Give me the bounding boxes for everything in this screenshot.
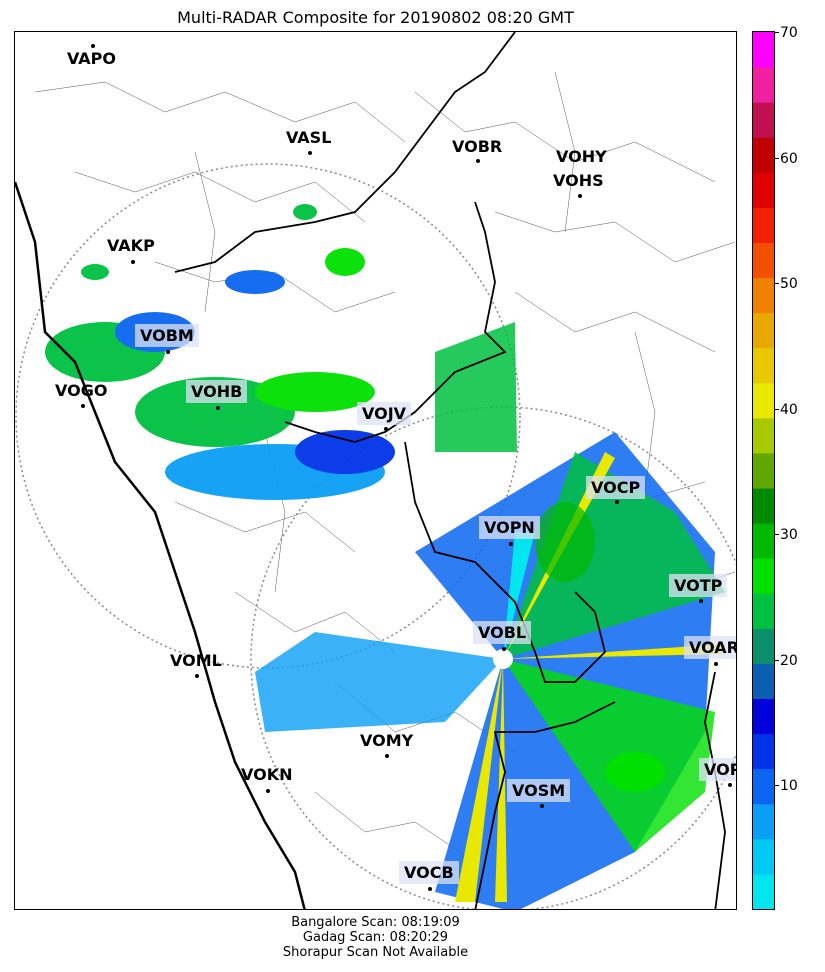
colorbar-segment [753,207,774,243]
station-label-vogo: VOGO [55,381,108,400]
station-dot-vocp [615,500,619,504]
station-dot-vasl [308,151,312,155]
station-dot-vakp [131,260,135,264]
station-label-vomy: VOMY [360,731,414,750]
colorbar-segment [753,172,774,208]
station-label-vocp: VOCP [586,476,646,499]
station-label-vopn: VOPN [479,516,540,539]
station-label-vobl: VOBL [473,621,532,644]
station-label-vohy: VOHY [556,147,607,166]
colorbar-segment [753,628,774,664]
station-label-vasl: VASL [286,128,332,147]
station-label-vobr: VOBR [452,137,503,156]
station-dot-vopc [728,783,732,787]
colorbar-segment [753,417,774,454]
station-dot-vomy [385,754,389,758]
colorbar-tick-60: 60 [780,151,798,167]
station-dot-vokn [266,789,270,793]
colorbar-segment [753,102,774,138]
station-dot-vohb [216,406,220,410]
colorbar-segment [753,488,774,524]
scan-info-shorapur: Shorapur Scan Not Available [282,945,469,960]
gadag-sector-echo [435,322,517,452]
scan-info-bangalore: Bangalore Scan: 08:19:09 [291,915,460,930]
colorbar-segment [753,347,774,384]
colorbar-segment [753,382,774,419]
colorbar-segment [753,803,774,840]
station-label-vopc: VOPC [699,758,736,781]
station-label-vocb: VOCB [399,861,459,884]
colorbar-tick-50: 50 [780,276,798,292]
station-label-vohb: VOHB [186,380,248,403]
gadag-echoes [45,204,395,500]
colorbar-gradient [753,32,774,909]
station-dot-vopn [509,542,513,546]
colorbar-segment [753,558,774,594]
station-dot-vosm [540,804,544,808]
colorbar [752,31,775,910]
station-label-vobm: VOBM [135,324,199,347]
station-dot-vapo [91,44,95,48]
station-dot-vobm [166,350,170,354]
colorbar-segment [753,768,774,805]
colorbar-segment [753,873,774,909]
station-dot-vohs [578,194,582,198]
station-dot-voml [195,674,199,678]
station-label-votp: VOTP [669,574,728,597]
colorbar-tickmark-10 [775,785,779,786]
station-dot-vobl [502,647,506,651]
colorbar-segment [753,663,774,700]
colorbar-tickmark-50 [775,283,779,284]
colorbar-segment [753,698,774,735]
station-label-vakp: VAKP [107,236,155,255]
colorbar-tickmark-60 [775,158,779,159]
colorbar-tick-10: 10 [780,778,798,794]
radar-map: VAPO VASL VOBR VOHY VOHS VAKP VOBM VOGO … [14,31,737,910]
colorbar-segment [753,312,774,349]
colorbar-segment [753,593,774,629]
colorbar-segment [753,838,774,875]
station-label-vosm: VOSM [507,779,571,802]
scan-info-gadag: Gadag Scan: 08:20:29 [302,930,449,945]
station-label-vapo: VAPO [67,49,117,68]
colorbar-tickmark-30 [775,534,779,535]
station-label-vohs: VOHS [553,171,604,190]
station-dot-votp [699,599,703,603]
scan-info: Bangalore Scan: 08:19:09 Gadag Scan: 08:… [14,915,737,960]
colorbar-tick-30: 30 [780,527,798,543]
station-label-vokn: VOKN [241,765,293,784]
colorbar-tick-40: 40 [780,402,798,418]
station-dot-vojv [384,427,388,431]
colorbar-segment [753,277,774,314]
colorbar-tick-20: 20 [780,653,798,669]
station-dot-vocb [428,887,432,891]
bangalore-echoes [255,432,725,909]
colorbar-tickmark-70 [775,32,779,33]
colorbar-segment [753,523,774,559]
coastline [15,181,306,909]
station-label-voml: VOML [170,651,222,670]
colorbar-segment [753,733,774,770]
colorbar-segment [753,137,774,173]
radar-map-canvas [15,32,736,909]
colorbar-tickmark-20 [775,660,779,661]
map-title: Multi-RADAR Composite for 20190802 08:20… [177,8,574,27]
colorbar-segment [753,32,774,68]
station-label-voar: VOAR [684,636,736,659]
state-boundary [174,32,726,909]
colorbar-tick-70: 70 [780,25,798,41]
station-label-vojv: VOJV [357,402,412,425]
station-dot-voar [714,662,718,666]
colorbar-segment [753,452,774,489]
bangalore-range-ring [250,406,736,909]
colorbar-segment [753,67,774,103]
colorbar-segment [753,242,774,279]
station-dot-vogo [81,404,85,408]
colorbar-tickmark-40 [775,409,779,410]
station-dot-vobr [476,159,480,163]
